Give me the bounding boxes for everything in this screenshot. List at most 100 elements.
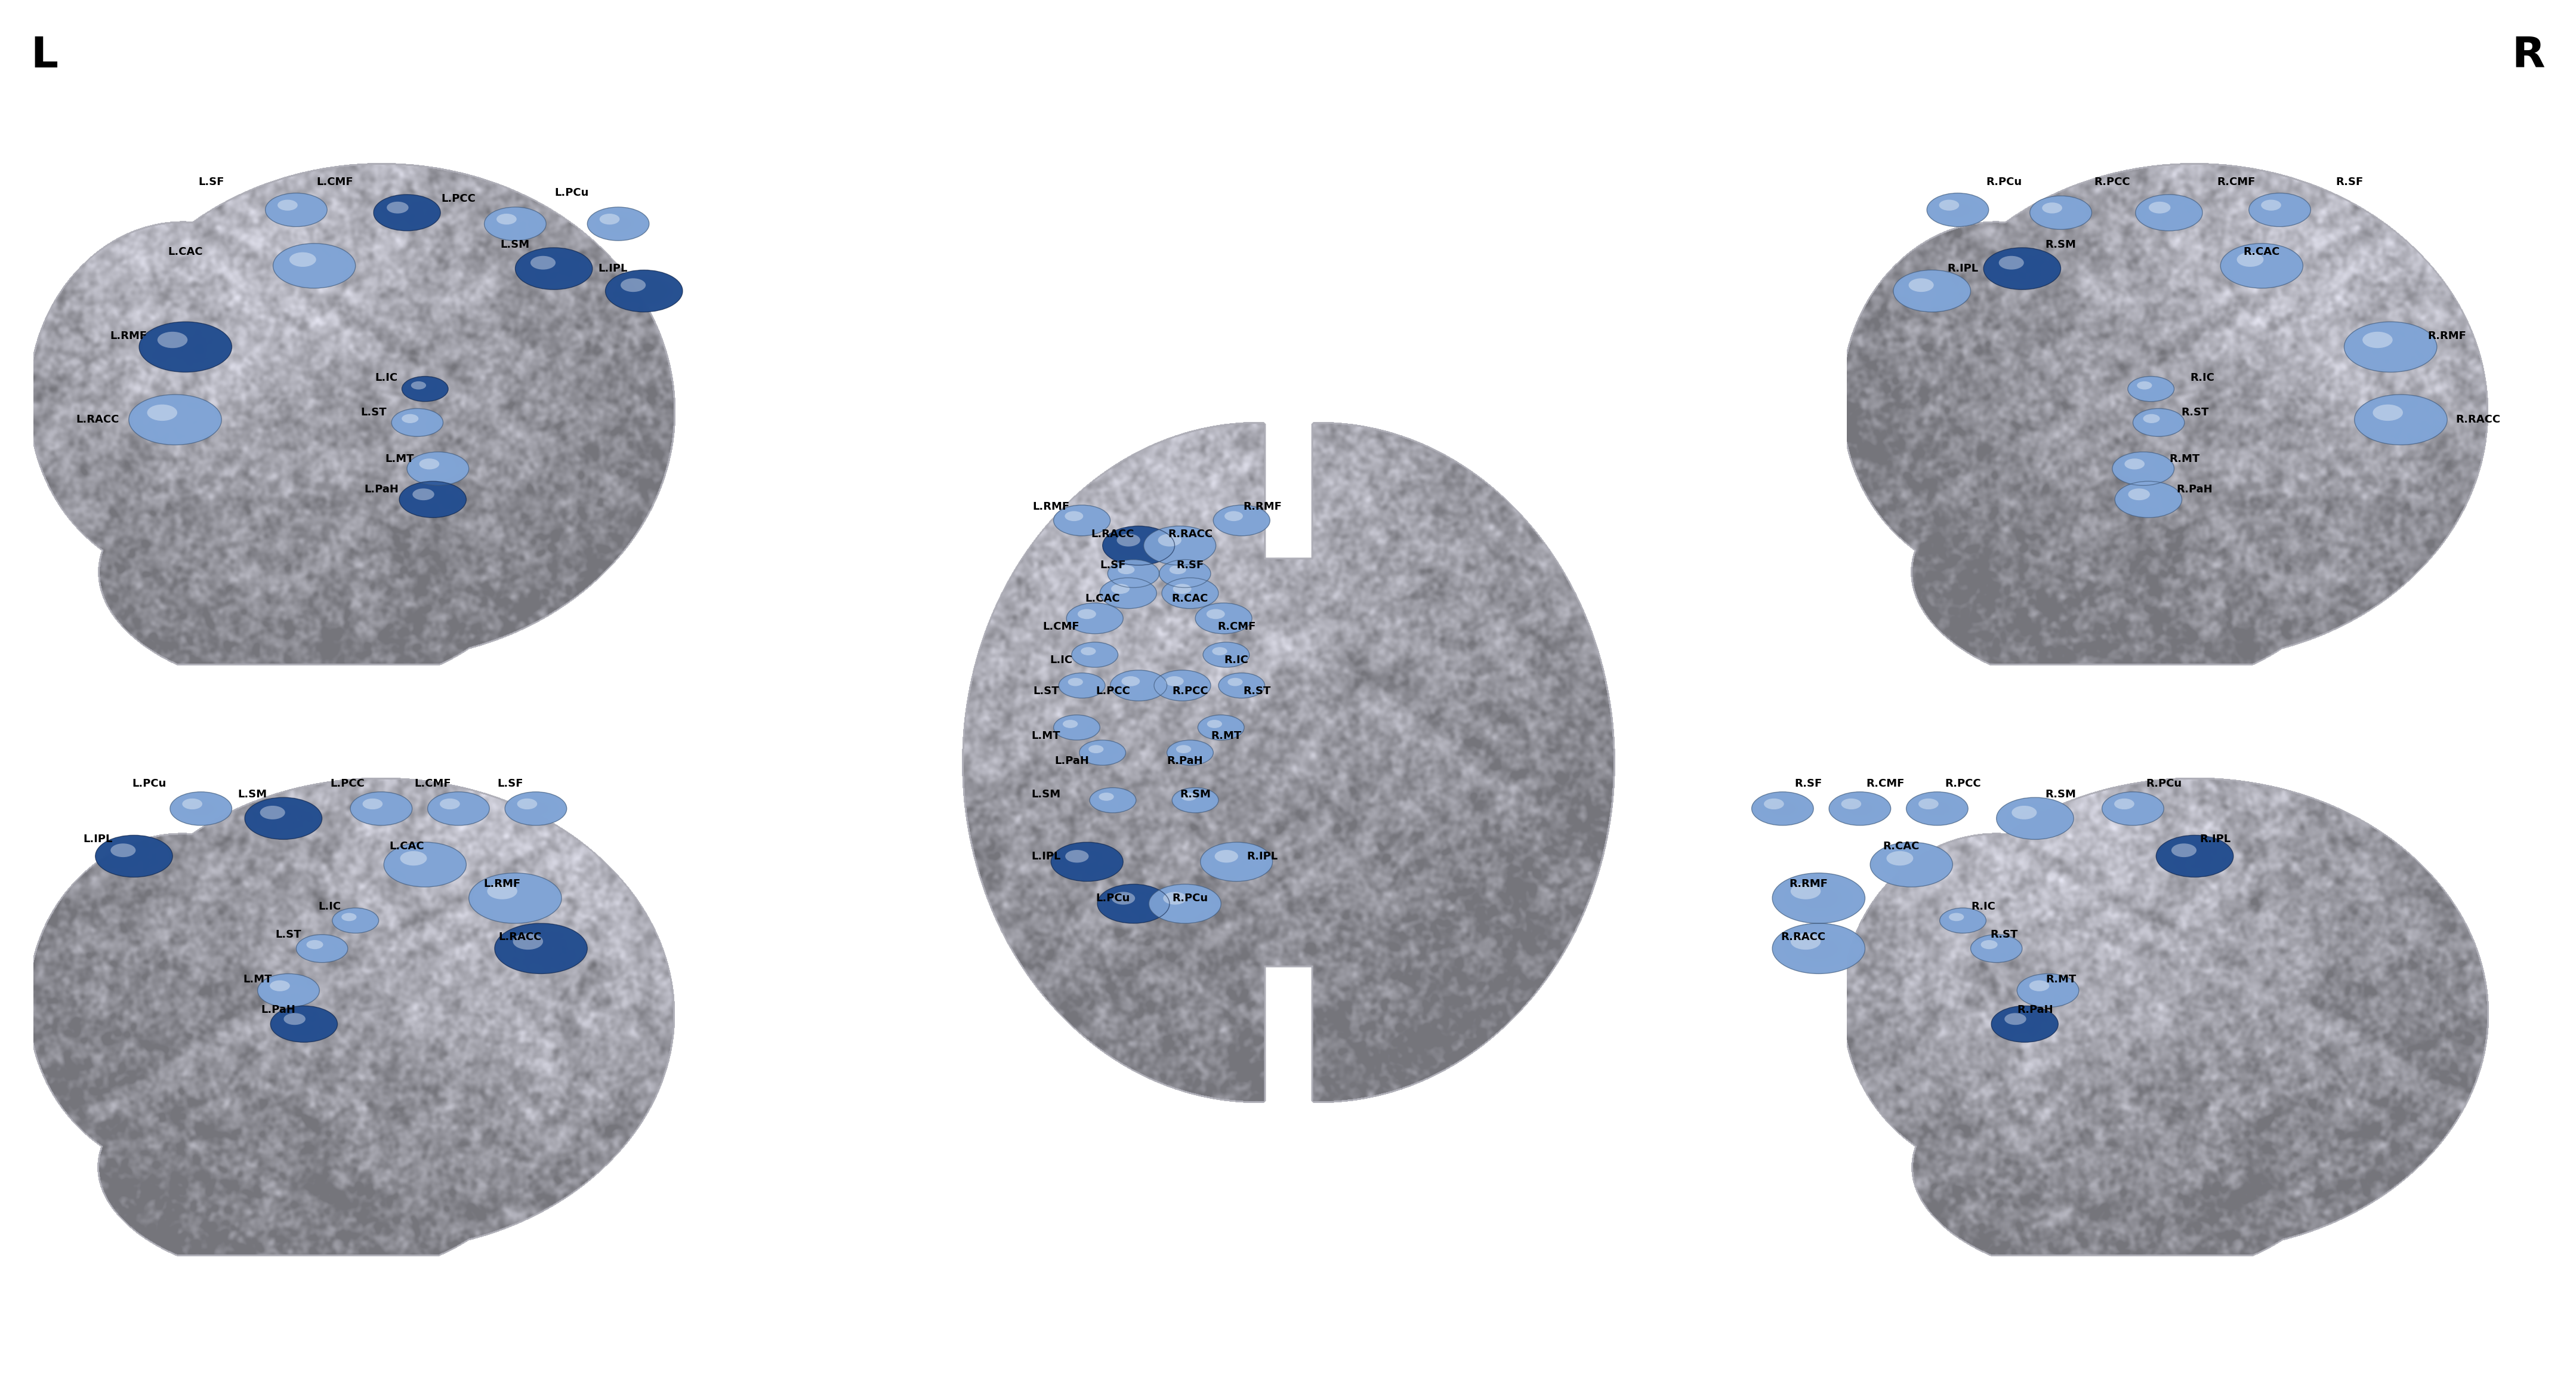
Text: R.CMF: R.CMF (1218, 621, 1255, 632)
Ellipse shape (2020, 810, 2050, 827)
Ellipse shape (1115, 533, 1162, 558)
Ellipse shape (2221, 243, 2303, 288)
Ellipse shape (440, 799, 461, 810)
Ellipse shape (492, 211, 538, 236)
Ellipse shape (1144, 526, 1216, 565)
Ellipse shape (1123, 677, 1154, 693)
Ellipse shape (2002, 1011, 2048, 1037)
Ellipse shape (2009, 1016, 2043, 1032)
Ellipse shape (386, 844, 464, 886)
Text: L.CMF: L.CMF (317, 176, 353, 187)
Ellipse shape (142, 323, 227, 369)
Ellipse shape (1917, 283, 1947, 299)
Text: R.RMF: R.RMF (2427, 330, 2468, 341)
Ellipse shape (2138, 382, 2164, 396)
Ellipse shape (384, 842, 466, 887)
Ellipse shape (518, 799, 554, 818)
Ellipse shape (2128, 376, 2174, 402)
Ellipse shape (2133, 409, 2184, 436)
Ellipse shape (422, 863, 428, 866)
Ellipse shape (2136, 381, 2166, 397)
Ellipse shape (278, 200, 299, 211)
Ellipse shape (1175, 585, 1206, 602)
Ellipse shape (384, 200, 430, 225)
Ellipse shape (1893, 270, 1971, 312)
Ellipse shape (1947, 912, 1978, 929)
Ellipse shape (1919, 799, 1955, 818)
Ellipse shape (1079, 740, 1126, 765)
Text: R: R (2512, 35, 2545, 76)
Ellipse shape (425, 495, 440, 504)
Ellipse shape (1198, 715, 1244, 740)
Ellipse shape (1947, 204, 1968, 215)
Ellipse shape (1842, 799, 1862, 810)
Ellipse shape (603, 215, 634, 232)
Ellipse shape (1790, 933, 1821, 950)
Ellipse shape (1772, 873, 1865, 923)
Text: L.IC: L.IC (319, 901, 340, 912)
Ellipse shape (392, 409, 443, 436)
Ellipse shape (1175, 789, 1216, 811)
Ellipse shape (407, 452, 469, 485)
Ellipse shape (2128, 488, 2151, 501)
Ellipse shape (294, 1018, 314, 1030)
Ellipse shape (1945, 203, 1971, 217)
Ellipse shape (1208, 846, 1262, 876)
Ellipse shape (278, 985, 299, 996)
Ellipse shape (1154, 670, 1211, 701)
Ellipse shape (1136, 544, 1141, 547)
Ellipse shape (1059, 673, 1105, 698)
Ellipse shape (165, 414, 188, 425)
Ellipse shape (1216, 725, 1224, 730)
Ellipse shape (477, 877, 554, 919)
Ellipse shape (1180, 901, 1190, 907)
Ellipse shape (1206, 845, 1267, 879)
Ellipse shape (410, 453, 466, 484)
Ellipse shape (404, 484, 461, 515)
Ellipse shape (2020, 975, 2076, 1006)
Ellipse shape (1224, 511, 1260, 530)
Ellipse shape (526, 803, 546, 814)
Ellipse shape (2372, 404, 2403, 421)
Ellipse shape (2017, 264, 2030, 271)
Ellipse shape (1976, 937, 2017, 960)
Ellipse shape (1842, 799, 1878, 818)
Ellipse shape (1074, 681, 1090, 690)
Text: R.PaH: R.PaH (2017, 1004, 2053, 1016)
Ellipse shape (1229, 679, 1252, 691)
Ellipse shape (2159, 837, 2231, 876)
Ellipse shape (505, 792, 567, 825)
Ellipse shape (1811, 894, 1826, 902)
Ellipse shape (484, 207, 546, 241)
Ellipse shape (386, 201, 410, 214)
Ellipse shape (1172, 897, 1198, 911)
Ellipse shape (621, 278, 667, 304)
Ellipse shape (1180, 792, 1211, 809)
Ellipse shape (1159, 890, 1213, 919)
Ellipse shape (497, 214, 518, 225)
Ellipse shape (392, 203, 422, 222)
Ellipse shape (1061, 676, 1103, 695)
Ellipse shape (273, 243, 355, 288)
Ellipse shape (343, 914, 355, 921)
Ellipse shape (1221, 676, 1262, 695)
Ellipse shape (448, 803, 469, 814)
Ellipse shape (1100, 578, 1157, 609)
Ellipse shape (1077, 856, 1097, 866)
Ellipse shape (1113, 562, 1154, 585)
Ellipse shape (1175, 568, 1195, 579)
Ellipse shape (397, 849, 453, 880)
Ellipse shape (1891, 853, 1932, 876)
Ellipse shape (510, 795, 562, 823)
Ellipse shape (317, 946, 327, 951)
Ellipse shape (1185, 590, 1195, 596)
Ellipse shape (1200, 718, 1242, 739)
Ellipse shape (1162, 578, 1218, 609)
Text: R.PCC: R.PCC (1945, 778, 1981, 789)
Ellipse shape (2115, 453, 2172, 484)
Ellipse shape (1072, 515, 1092, 526)
Ellipse shape (1932, 196, 1984, 224)
Ellipse shape (2174, 845, 2213, 866)
Ellipse shape (162, 334, 209, 360)
Ellipse shape (1182, 589, 1198, 597)
